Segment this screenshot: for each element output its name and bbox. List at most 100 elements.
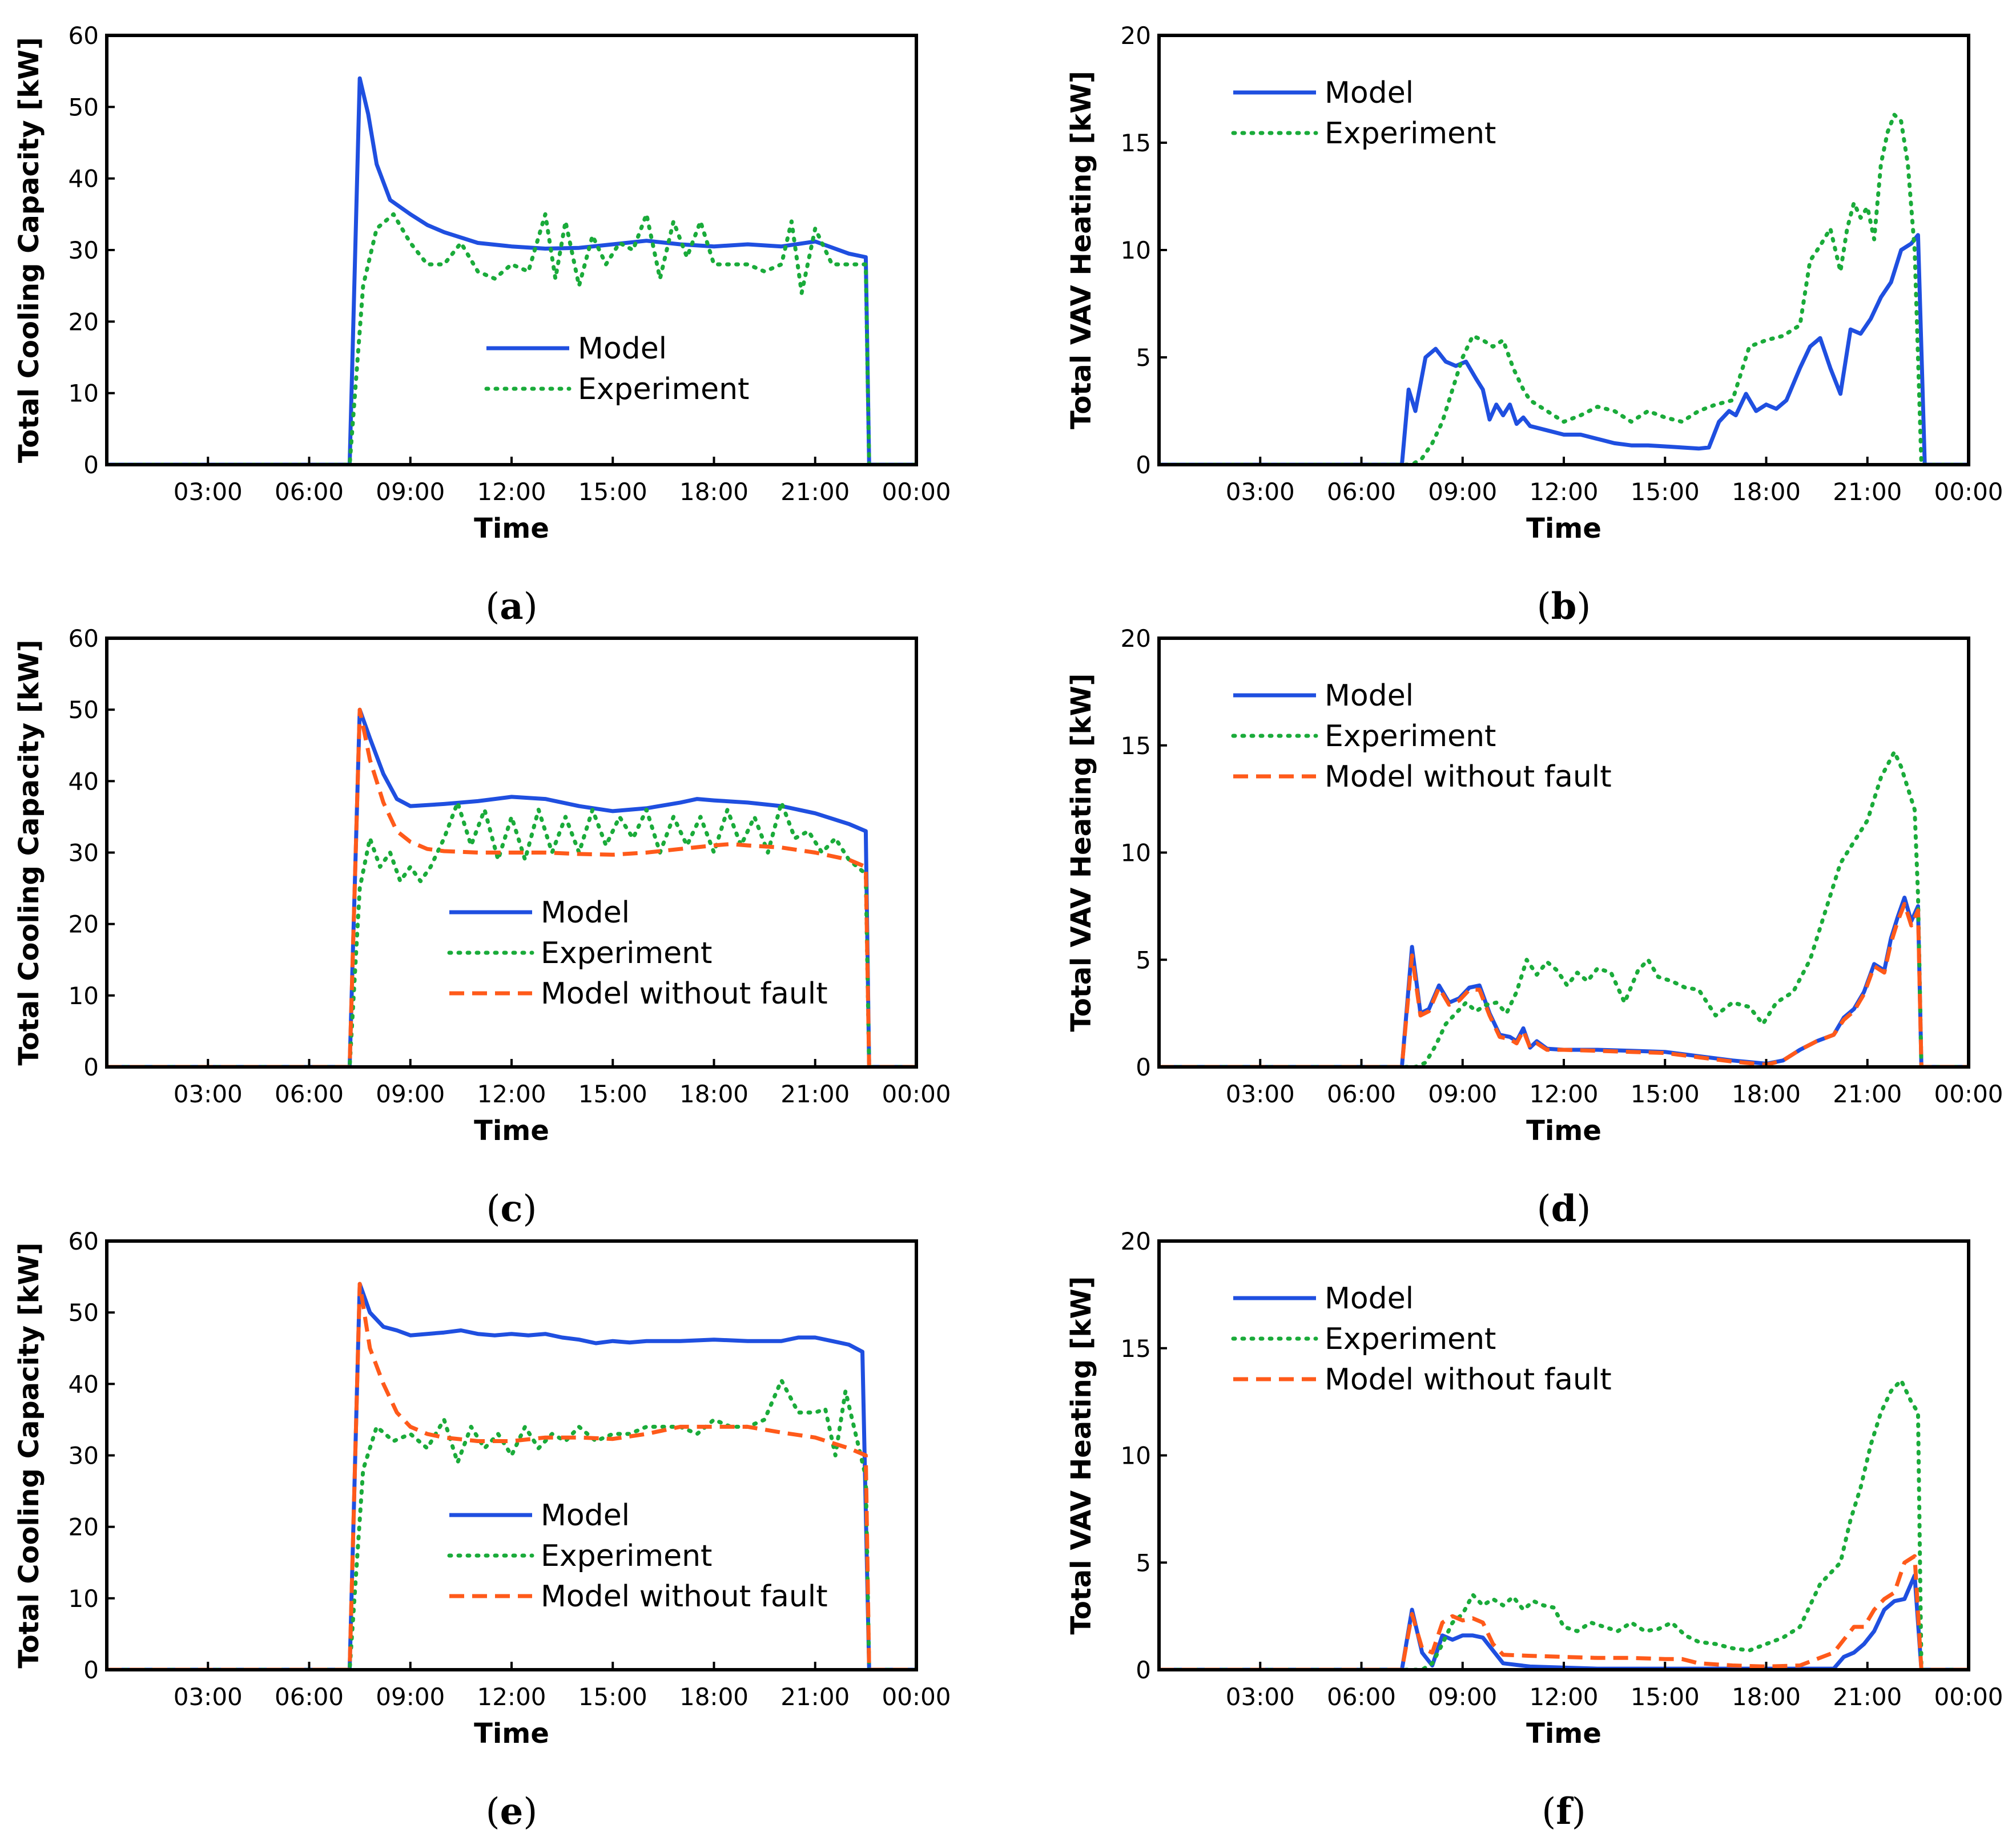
x-tick-label: 12:00 <box>477 1683 546 1711</box>
legend-label: Model <box>541 1498 630 1533</box>
panel-label: (f) <box>1542 1790 1586 1833</box>
panel-label: (b) <box>1537 585 1591 628</box>
x-tick-label: 00:00 <box>882 1080 951 1108</box>
x-tick-label: 18:00 <box>679 478 749 506</box>
x-tick-label: 15:00 <box>578 1683 647 1711</box>
y-tick-label: 0 <box>83 1656 99 1684</box>
y-tick-label: 20 <box>1121 625 1151 652</box>
y-tick-label: 0 <box>1136 451 1151 479</box>
y-tick-label: 20 <box>69 1513 99 1541</box>
y-tick-label: 10 <box>1121 839 1151 867</box>
x-tick-label: 06:00 <box>275 1080 344 1108</box>
y-tick-label: 20 <box>69 911 99 938</box>
legend-label: Model <box>1325 76 1414 110</box>
y-tick-label: 50 <box>69 93 99 121</box>
x-tick-label: 15:00 <box>1631 1080 1700 1108</box>
y-tick-label: 30 <box>69 236 99 264</box>
legend: Model Experiment Model without fault <box>1231 1282 1612 1397</box>
x-tick-label: 21:00 <box>780 1080 850 1108</box>
x-tick-label: 09:00 <box>376 1683 445 1711</box>
x-tick-label: 18:00 <box>679 1683 749 1711</box>
legend: Model Experiment Model without fault <box>447 896 828 1011</box>
legend-label: Experiment <box>1325 719 1496 754</box>
series-line-experiment <box>1159 750 1969 1067</box>
chart-panel-d: 0 5 10 15 20 03:00 06:00 09:00 12:00 15:00 18:00 21… <box>1065 625 2003 1230</box>
x-tick-label: 18:00 <box>679 1080 749 1108</box>
x-tick-label: 03:00 <box>1226 478 1295 506</box>
y-tick-label: 10 <box>69 982 99 1010</box>
x-tick-label: 12:00 <box>1529 478 1598 506</box>
y-tick-label: 60 <box>69 22 99 50</box>
x-tick-label: 21:00 <box>1833 478 1902 506</box>
x-tick-label: 06:00 <box>275 1683 344 1711</box>
legend-label: Experiment <box>578 372 749 406</box>
chart-panel-e: 0 10 20 30 40 50 60 03:00 06:00 09:00 12:00 15:00 18… <box>13 1227 951 1833</box>
legend: Model Experiment Model without fault <box>447 1498 828 1614</box>
y-tick-label: 5 <box>1136 1549 1151 1577</box>
x-tick-label: 00:00 <box>882 1683 951 1711</box>
y-tick-label: 5 <box>1136 344 1151 372</box>
x-tick-label: 15:00 <box>578 478 647 506</box>
legend-label: Experiment <box>1325 1322 1496 1356</box>
y-tick-label: 15 <box>1121 732 1151 760</box>
y-tick-label: 60 <box>69 625 99 652</box>
chart-panel-a: 0 10 20 30 40 50 60 03:00 06:00 09:00 12:00 15:00 18… <box>13 22 951 628</box>
x-axis-title: Time <box>1526 513 1601 545</box>
y-tick-label: 50 <box>69 1299 99 1327</box>
panel-label: (d) <box>1537 1187 1591 1230</box>
y-tick-label: 40 <box>69 1370 99 1398</box>
y-axis-title: Total VAV Heating [kW] <box>1065 71 1097 429</box>
x-tick-label: 18:00 <box>1732 1080 1801 1108</box>
series-line-experiment <box>107 1378 916 1670</box>
x-tick-label: 15:00 <box>1631 478 1700 506</box>
x-tick-label: 21:00 <box>1833 1683 1902 1711</box>
x-tick-label: 00:00 <box>1934 1683 2003 1711</box>
legend-label: Model without fault <box>1325 760 1612 794</box>
legend-label: Experiment <box>541 1539 712 1573</box>
x-tick-label: 15:00 <box>578 1080 647 1108</box>
plot-frame <box>1157 1239 1970 1671</box>
x-axis-title: Time <box>474 1115 549 1147</box>
legend-label: Model <box>1325 1282 1414 1316</box>
y-tick-label: 50 <box>69 696 99 724</box>
y-axis-title: Total VAV Heating [kW] <box>1065 674 1097 1032</box>
series-line-model-without-fault <box>107 707 916 1067</box>
legend-label: Model without fault <box>1325 1363 1612 1397</box>
y-tick-label: 30 <box>69 839 99 867</box>
plot-frame <box>1157 34 1970 466</box>
x-tick-label: 06:00 <box>1327 1683 1396 1711</box>
y-tick-label: 5 <box>1136 946 1151 974</box>
y-tick-label: 0 <box>1136 1053 1151 1081</box>
x-tick-label: 09:00 <box>376 1080 445 1108</box>
x-tick-label: 12:00 <box>477 478 546 506</box>
x-tick-label: 00:00 <box>882 478 951 506</box>
x-tick-label: 00:00 <box>1934 1080 2003 1108</box>
x-tick-label: 06:00 <box>1327 478 1396 506</box>
legend: Model Experiment Model without fault <box>1231 679 1612 794</box>
x-tick-label: 03:00 <box>174 1080 243 1108</box>
y-axis-title: Total Cooling Capacity [kW] <box>13 1242 45 1668</box>
legend-label: Experiment <box>541 936 712 970</box>
y-tick-label: 10 <box>1121 1442 1151 1470</box>
series-line-experiment <box>1159 1378 1969 1670</box>
panel-label: (c) <box>486 1187 537 1230</box>
chart-panel-b: 0 5 10 15 20 03:00 06:00 09:00 12:00 15:00 18:00 21… <box>1065 22 2003 628</box>
series-line-experiment <box>1159 112 1969 465</box>
legend-label: Model <box>1325 679 1414 713</box>
chart-panel-c: 0 10 20 30 40 50 60 03:00 06:00 09:00 12:00 15:00 18… <box>13 625 951 1230</box>
legend: Model Experiment <box>484 332 749 406</box>
x-tick-label: 03:00 <box>174 478 243 506</box>
legend: Model Experiment <box>1231 76 1496 151</box>
y-axis-title: Total Cooling Capacity [kW] <box>13 37 45 463</box>
x-tick-label: 09:00 <box>1428 1080 1497 1108</box>
x-tick-label: 18:00 <box>1732 478 1801 506</box>
x-tick-label: 06:00 <box>1327 1080 1396 1108</box>
x-tick-label: 03:00 <box>174 1683 243 1711</box>
x-tick-label: 09:00 <box>1428 1683 1497 1711</box>
x-tick-label: 12:00 <box>1529 1080 1598 1108</box>
y-tick-label: 15 <box>1121 1335 1151 1363</box>
series-line-model <box>1159 233 1969 465</box>
x-tick-label: 12:00 <box>1529 1683 1598 1711</box>
y-tick-label: 40 <box>69 767 99 795</box>
